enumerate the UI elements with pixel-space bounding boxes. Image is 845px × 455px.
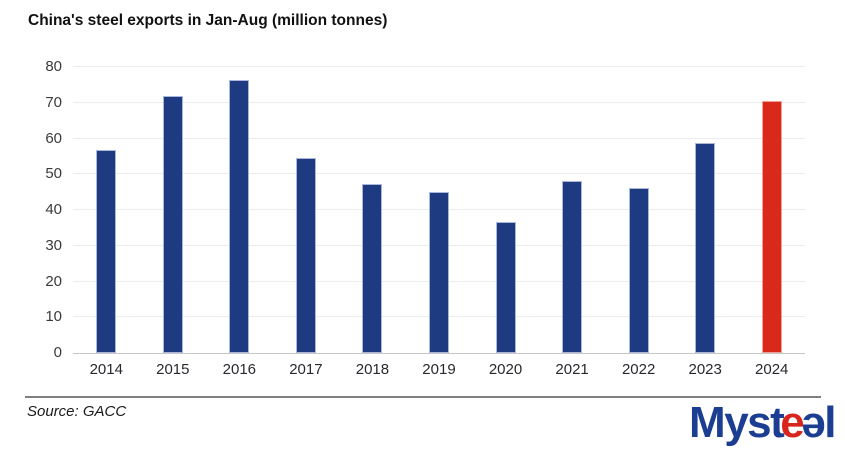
logo-text-suffix: l <box>824 398 836 447</box>
bar-2023 <box>695 142 716 353</box>
bar-2022 <box>628 187 649 353</box>
plot-area <box>73 66 805 354</box>
x-tick-label: 2014 <box>89 361 123 378</box>
y-tick-label: 10 <box>45 308 62 326</box>
mysteel-logo: Mysteəl <box>689 398 836 447</box>
x-tick-label: 2016 <box>222 361 257 378</box>
logo-letter-e-red: e <box>780 398 804 447</box>
x-tick-label: 2018 <box>355 361 390 378</box>
y-tick-label: 20 <box>45 272 62 290</box>
y-tick-label: 70 <box>45 93 62 111</box>
gridline <box>73 137 805 139</box>
x-tick-label: 2024 <box>755 361 789 378</box>
x-tick-label: 2015 <box>156 361 190 378</box>
x-tick-label: 2017 <box>289 361 323 378</box>
chart-title: China's steel exports in Jan-Aug (millio… <box>28 12 388 29</box>
bar-2024 <box>761 100 782 353</box>
footer-divider <box>25 396 821 398</box>
x-tick-label: 2019 <box>422 361 456 378</box>
gridline <box>73 173 805 175</box>
logo-text-prefix: Myst <box>689 398 785 447</box>
x-tick-label: 2022 <box>621 361 656 378</box>
bar-2018 <box>362 184 383 353</box>
y-tick-label: 80 <box>45 58 62 75</box>
y-tick-label: 0 <box>53 344 62 361</box>
bar-2020 <box>495 222 516 353</box>
y-tick-label: 60 <box>45 129 62 147</box>
x-tick-label: 2023 <box>688 361 722 378</box>
bar-2017 <box>295 158 316 353</box>
logo-letter-e-blue: ə <box>801 398 825 447</box>
x-tick-label: 2021 <box>555 361 589 378</box>
bar-2016 <box>229 80 250 353</box>
bar-2019 <box>429 192 449 353</box>
y-tick-label: 50 <box>45 165 62 183</box>
source-note: Source: GACC <box>27 403 127 420</box>
y-tick-label: 40 <box>45 201 62 218</box>
x-tick-label: 2020 <box>488 361 523 378</box>
y-tick-label: 30 <box>45 236 62 254</box>
bar-2015 <box>162 95 183 353</box>
gridline <box>73 66 805 67</box>
bar-2014 <box>96 149 117 353</box>
bar-2021 <box>562 180 583 353</box>
gridline <box>73 101 805 103</box>
